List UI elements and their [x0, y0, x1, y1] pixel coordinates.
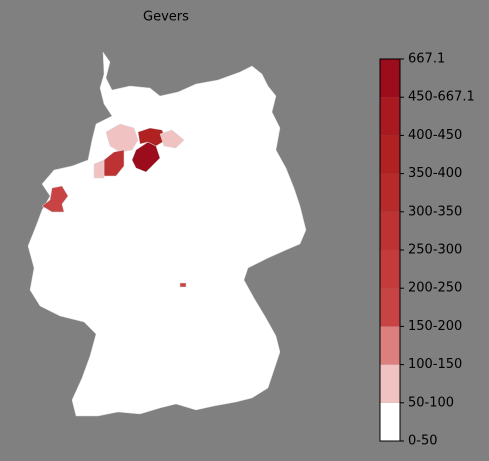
region-pink [105, 123, 139, 153]
region-pink [159, 129, 185, 149]
colorbar-label: 450-667.1 [408, 90, 475, 105]
map-title: Gevers [143, 10, 189, 25]
colorbar-segment [380, 326, 400, 365]
germany-outline [27, 51, 307, 417]
colorbar-label: 300-350 [408, 204, 462, 219]
colorbar-segment [380, 250, 400, 289]
colorbar-label: 100-150 [408, 357, 462, 372]
colorbar-label: 200-250 [408, 281, 462, 296]
colorbar-segment [380, 97, 400, 136]
colorbar-label: 50-100 [408, 395, 454, 410]
region-red [137, 127, 167, 147]
colorbar-segment [380, 59, 400, 98]
region-red [41, 185, 69, 213]
region-red [179, 282, 187, 288]
region-pink [93, 159, 105, 179]
germany-map [27, 51, 307, 417]
colorbar-segment [380, 288, 400, 327]
colorbar-label: 400-450 [408, 128, 462, 143]
colorbar-segment [380, 211, 400, 250]
colorbar-label: 667.1 [408, 52, 445, 67]
colorbar-segment [380, 173, 400, 212]
colorbar: 0-50 50-100 100-150 150-200 200-250 250-300 30… [379, 52, 475, 449]
colorbar-label: 150-200 [408, 319, 462, 334]
colorbar-label: 350-400 [408, 166, 462, 181]
colorbar-segment [380, 135, 400, 174]
colorbar-segment [380, 402, 400, 441]
colorbar-label: 250-300 [408, 243, 462, 258]
colorbar-segment [380, 364, 400, 403]
colorbar-label: 0-50 [408, 434, 438, 449]
